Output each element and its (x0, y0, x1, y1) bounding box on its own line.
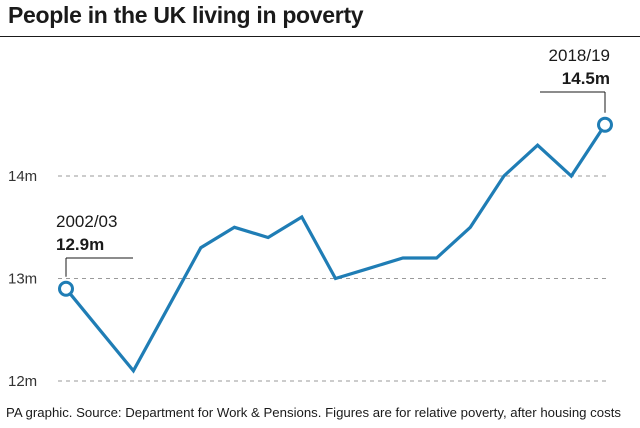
y-tick-label: 14m (8, 168, 37, 185)
highlight-point (597, 116, 613, 133)
annotation-category: 2018/19 (549, 46, 610, 65)
highlight-point (58, 280, 74, 297)
y-tick-label: 13m (8, 271, 37, 288)
series-line (64, 123, 607, 374)
y-tick-label: 12m (8, 373, 37, 390)
chart-title: People in the UK living in poverty (8, 2, 364, 28)
source-note: PA graphic. Source: Department for Work … (6, 405, 621, 420)
title-rule (0, 36, 640, 37)
annotation-value: 14.5m (562, 69, 610, 88)
annotation-value: 12.9m (56, 235, 104, 254)
annotation-category: 2002/03 (56, 212, 117, 231)
